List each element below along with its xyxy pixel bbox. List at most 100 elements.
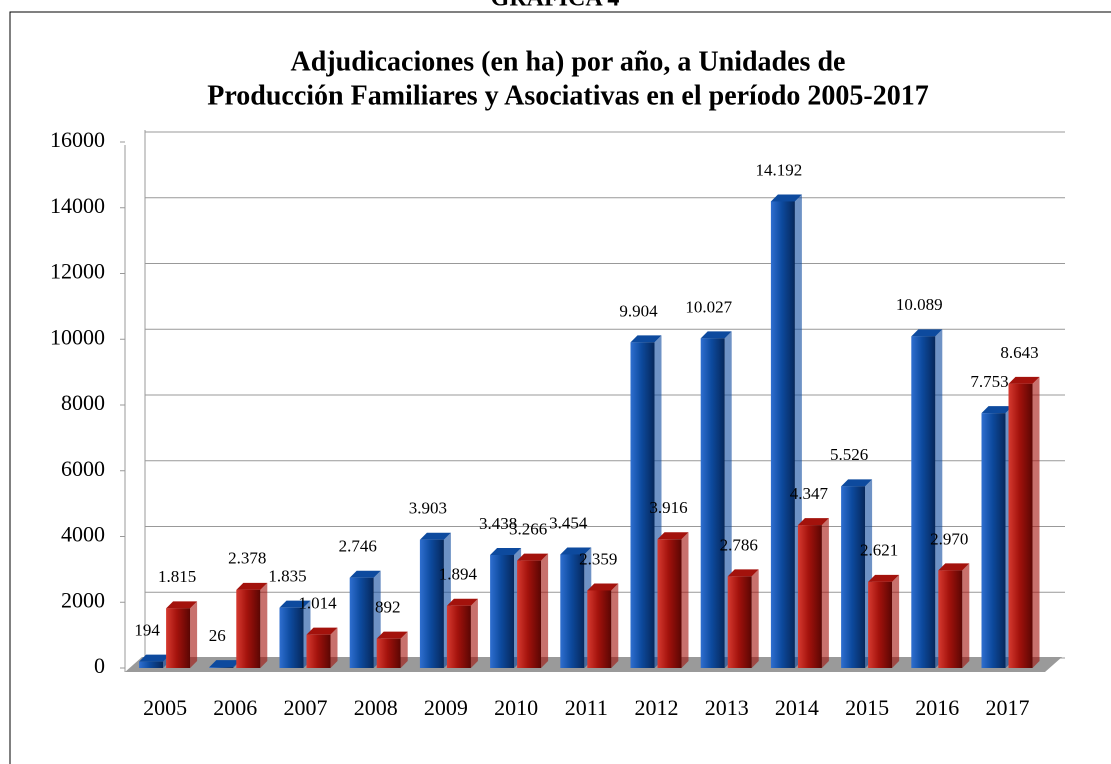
- x-tick-label: 2011: [565, 695, 608, 720]
- bar-top: [490, 547, 522, 555]
- bar-side: [751, 569, 759, 668]
- y-tick-label: 4000: [61, 522, 105, 547]
- data-label: 7.753: [970, 372, 1008, 391]
- data-label: 3.916: [649, 498, 687, 517]
- data-label: 9.904: [619, 301, 658, 320]
- y-tick-label: 2000: [61, 587, 105, 612]
- bar: [841, 486, 866, 668]
- x-tick-label: 2012: [635, 695, 679, 720]
- data-label: 4.347: [790, 484, 829, 503]
- data-label: 2.621: [860, 541, 898, 560]
- bar-top: [560, 547, 592, 555]
- y-tick-label: 8000: [61, 390, 105, 415]
- bar: [630, 342, 655, 668]
- data-label: 2.746: [339, 537, 377, 556]
- data-label: 10.089: [896, 295, 943, 314]
- bar: [700, 338, 725, 668]
- bar-top: [236, 582, 268, 590]
- bar-top: [419, 532, 451, 540]
- x-tick-label: 2008: [354, 695, 398, 720]
- x-tick-label: 2016: [915, 695, 959, 720]
- data-label: 5.526: [830, 445, 868, 464]
- data-label: 1.815: [158, 567, 196, 586]
- bar: [587, 590, 612, 668]
- data-label: 194: [134, 621, 160, 640]
- bar-top: [727, 569, 759, 577]
- bar-side: [821, 518, 829, 668]
- bar-top: [279, 600, 311, 608]
- bar: [490, 554, 515, 668]
- x-tick-label: 2015: [845, 695, 889, 720]
- bar: [938, 570, 963, 668]
- bar: [446, 605, 471, 668]
- bar-top: [446, 598, 478, 606]
- bar-side: [330, 627, 338, 668]
- x-tick-label: 2014: [775, 695, 819, 720]
- data-label: 14.192: [756, 160, 803, 179]
- x-tick-label: 2010: [494, 695, 538, 720]
- bar-top: [349, 570, 381, 578]
- bar-top: [700, 331, 732, 339]
- bar-top: [770, 194, 802, 202]
- bar-top: [657, 532, 689, 540]
- figure-label: GRÁFICA 4: [491, 0, 620, 12]
- x-tick-label: 2005: [143, 695, 187, 720]
- bar: [419, 539, 444, 668]
- bar-top: [981, 406, 1013, 414]
- bar-top: [911, 329, 943, 337]
- bar-top: [938, 563, 970, 571]
- chart-title: Producción Familiares y Asociativas en e…: [207, 80, 928, 111]
- bar: [349, 577, 374, 668]
- data-label: 26: [209, 626, 226, 645]
- bar-top: [797, 518, 829, 526]
- data-label: 3.454: [549, 513, 588, 532]
- bar-side: [190, 601, 198, 668]
- data-label: 2.359: [579, 549, 617, 568]
- bar: [209, 667, 234, 668]
- bar: [236, 589, 261, 668]
- y-tick-label: 16000: [50, 127, 105, 152]
- x-tick-label: 2006: [213, 695, 257, 720]
- data-label: 3.903: [409, 499, 447, 518]
- data-label: 2.378: [228, 549, 266, 568]
- bar: [657, 539, 682, 668]
- y-tick-label: 12000: [50, 259, 105, 284]
- y-tick-label: 10000: [50, 324, 105, 349]
- bar-side: [962, 563, 970, 668]
- data-label: 1.014: [298, 594, 337, 613]
- x-tick-label: 2017: [986, 695, 1030, 720]
- bar-top: [1008, 376, 1040, 384]
- bar-top: [630, 335, 662, 343]
- bar: [868, 581, 893, 668]
- bar: [911, 336, 936, 668]
- data-label: 2.970: [930, 529, 968, 548]
- bar: [560, 554, 585, 668]
- bar: [770, 201, 795, 669]
- bar: [279, 607, 304, 668]
- bar-side: [260, 582, 268, 668]
- chart-title: Adjudicaciones (en ha) por año, a Unidad…: [291, 46, 846, 77]
- y-tick-label: 6000: [61, 456, 105, 481]
- bar-side: [541, 553, 549, 668]
- bar-side: [892, 574, 900, 668]
- bar: [306, 634, 331, 668]
- bar: [139, 661, 164, 668]
- bar: [517, 560, 542, 668]
- y-tick-label: 14000: [50, 193, 105, 218]
- bar-side: [400, 631, 408, 668]
- data-label: 8.643: [1000, 343, 1038, 362]
- data-label: 1.894: [439, 565, 478, 584]
- bar-side: [1032, 376, 1040, 668]
- data-label: 2.786: [720, 535, 758, 554]
- bar-side: [470, 598, 478, 668]
- bar: [376, 638, 401, 668]
- bar-side: [611, 583, 619, 668]
- bar-top: [209, 660, 241, 668]
- x-tick-label: 2013: [705, 695, 749, 720]
- bar: [1008, 383, 1033, 668]
- data-label: 10.027: [685, 297, 732, 316]
- x-tick-label: 2009: [424, 695, 468, 720]
- data-label: 1.835: [268, 567, 306, 586]
- bar: [797, 525, 822, 668]
